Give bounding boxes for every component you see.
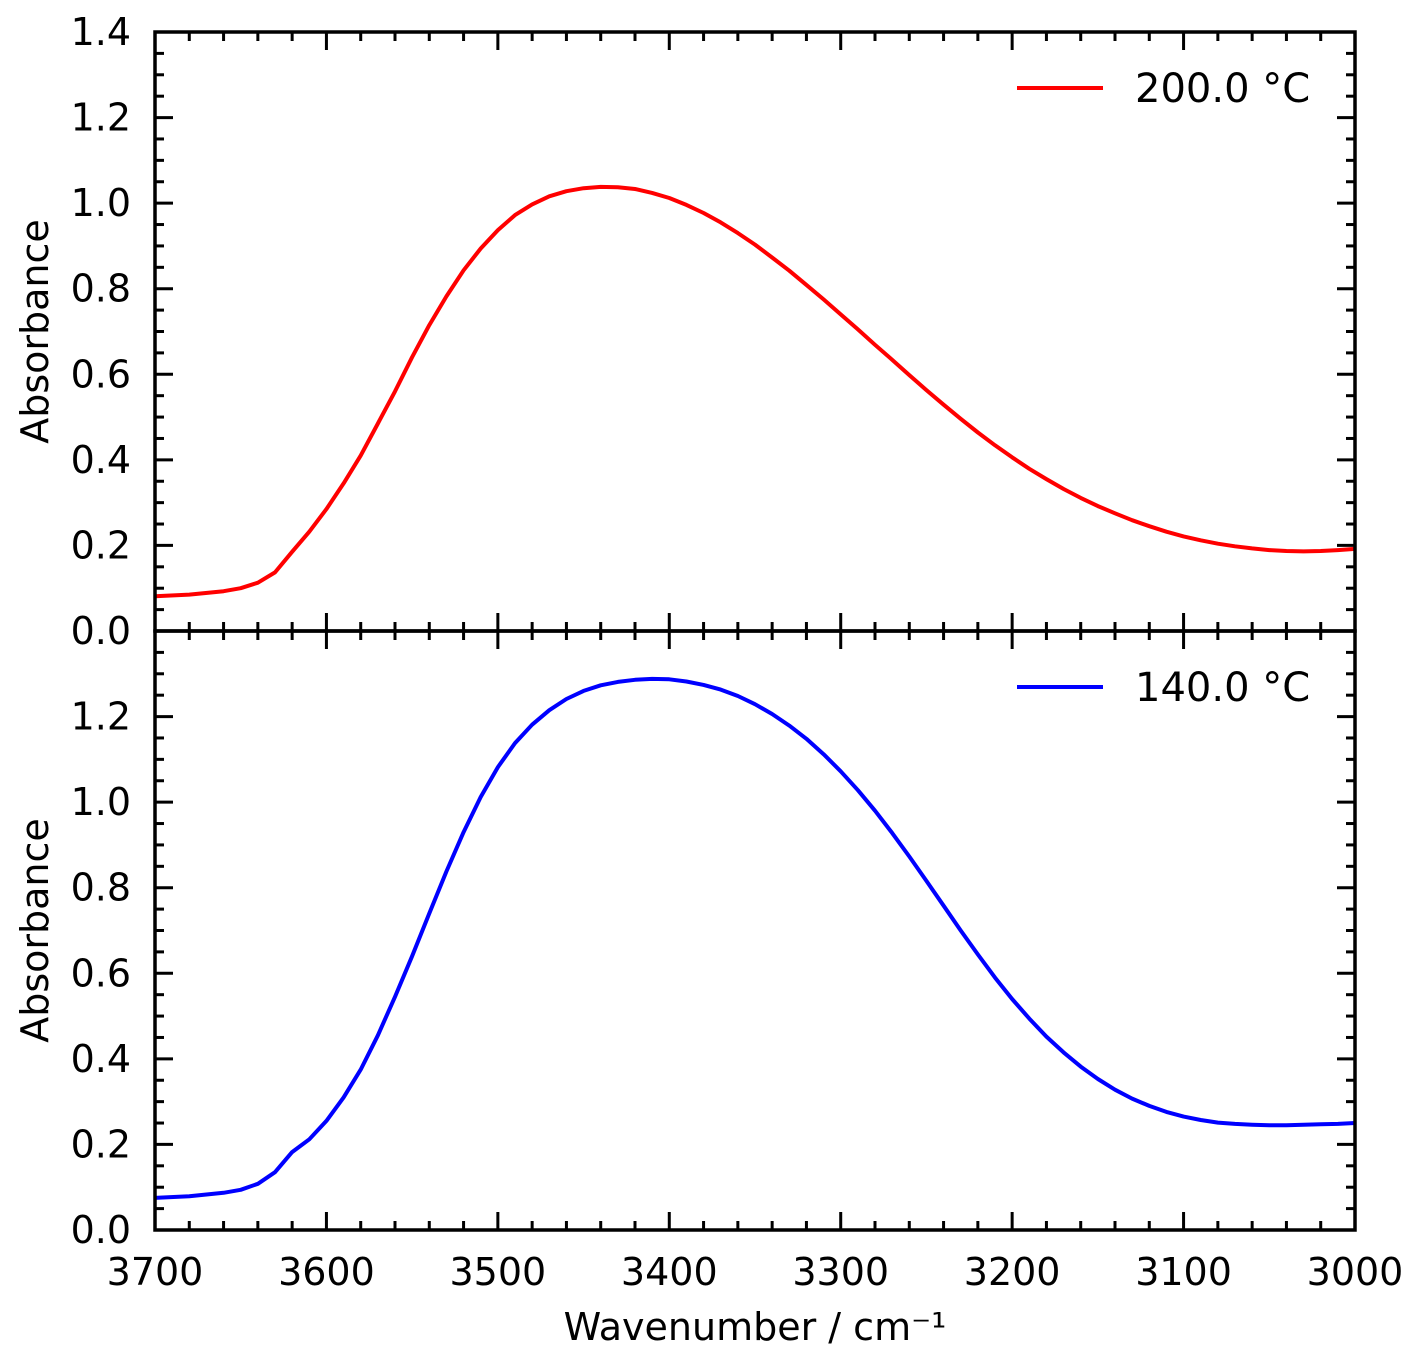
y-tick-label-top: 0.4 xyxy=(71,438,131,482)
y-tick-label-top: 0.0 xyxy=(71,609,131,653)
y-tick-label-top: 1.0 xyxy=(71,181,131,225)
x-tick-label: 3600 xyxy=(278,1250,375,1294)
x-tick-label: 3500 xyxy=(449,1250,546,1294)
y-tick-label-top: 1.4 xyxy=(71,10,131,54)
plot-frame-top xyxy=(153,30,1357,633)
x-tick-label: 3300 xyxy=(792,1250,889,1294)
y-tick-label-bottom: 0.2 xyxy=(71,1122,131,1166)
legend-label-bottom: 140.0 °C xyxy=(1135,665,1310,711)
y-tick-label-top: 0.8 xyxy=(71,267,131,311)
x-tick-label: 3000 xyxy=(1307,1250,1404,1294)
series-line-bottom-0 xyxy=(154,676,1356,1200)
x-tick-label: 3400 xyxy=(621,1250,718,1294)
y-tick-label-bottom: 0.8 xyxy=(71,866,131,910)
y-tick-label-top: 1.2 xyxy=(71,96,131,140)
x-axis-title: Wavenumber / cm⁻¹ xyxy=(564,1305,947,1349)
y-tick-label-top: 0.2 xyxy=(71,523,131,567)
x-tick-label: 3700 xyxy=(107,1250,204,1294)
x-tick-label: 3200 xyxy=(964,1250,1061,1294)
y-tick-label-bottom: 0.6 xyxy=(71,951,131,995)
series-line-top-0 xyxy=(154,184,1356,599)
y-tick-label-top: 0.6 xyxy=(71,352,131,396)
y-tick-label-bottom: 1.0 xyxy=(71,780,131,824)
y-tick-label-bottom: 0.0 xyxy=(71,1208,131,1252)
y-tick-label-bottom: 1.2 xyxy=(71,695,131,739)
y-tick-label-bottom: 0.4 xyxy=(71,1037,131,1081)
x-tick-label: 3100 xyxy=(1135,1250,1232,1294)
plot-frame-bottom xyxy=(153,629,1357,1232)
y-axis-title-top: Absorbance xyxy=(13,219,57,444)
y-axis-title-bottom: Absorbance xyxy=(13,818,57,1043)
legend-label-top: 200.0 °C xyxy=(1135,66,1310,112)
